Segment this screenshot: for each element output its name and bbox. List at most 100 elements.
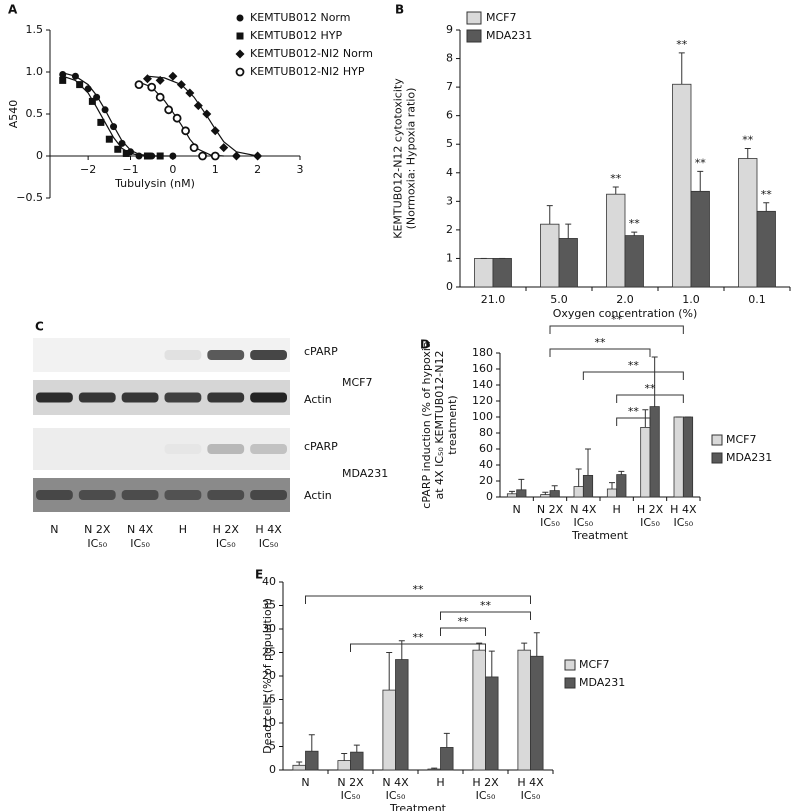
legend-label: KEMTUB012 Norm (250, 11, 350, 24)
blot-band (164, 490, 202, 500)
x-tick-label: IC₅₀ (573, 516, 593, 529)
error-bar (565, 223, 572, 239)
point (88, 97, 96, 105)
legend-swatch (564, 677, 576, 689)
x-tick-label: 5.0 (550, 293, 568, 306)
point (210, 126, 220, 136)
point (189, 143, 199, 153)
fit-curve (138, 81, 224, 157)
x-tick-label: N 4X (570, 503, 597, 516)
lane-label: H 2X (213, 523, 240, 536)
error-bar (341, 753, 348, 761)
point (97, 118, 105, 126)
y-tick-label: 35 (262, 599, 276, 612)
legend-swatch (466, 29, 482, 43)
legend-label: MDA231 (579, 676, 625, 689)
y-tick-label: 40 (479, 458, 493, 471)
error-bar (533, 632, 540, 657)
lane-label: N 2X (84, 523, 111, 536)
y-tick-label: 2 (446, 223, 453, 236)
bar (395, 659, 409, 771)
legend-marker (236, 14, 244, 22)
blot-band (207, 350, 245, 360)
error-bar (542, 491, 549, 495)
x-tick-label: N 2X (337, 776, 364, 789)
point (210, 151, 220, 161)
point (101, 106, 109, 114)
significance-bracket (350, 643, 486, 652)
legend-label: MDA231 (486, 29, 532, 42)
significance-label: ** (611, 313, 623, 326)
error-bar (651, 356, 658, 407)
error-bar (308, 734, 315, 752)
point (169, 152, 177, 160)
significance-label: ** (628, 359, 640, 372)
error-bar (678, 52, 685, 85)
blot-row-label: Actin (304, 489, 332, 502)
bar (540, 494, 551, 498)
error-bar (585, 448, 591, 476)
legend-label: KEMTUB012-NI2 Norm (250, 47, 373, 60)
point (84, 85, 92, 93)
x-tick-label: 0 (169, 163, 176, 176)
legend-label: MDA231 (726, 451, 772, 464)
x-tick-label: 2.0 (616, 293, 634, 306)
point (155, 75, 165, 85)
significance-label: ** (695, 156, 707, 169)
y-axis-label: Dead cells (% of population) (261, 598, 274, 754)
y-tick-label: 80 (479, 426, 493, 439)
point (193, 101, 203, 111)
error-bar (521, 642, 528, 651)
point (59, 71, 67, 79)
x-tick-label: 0.1 (748, 293, 766, 306)
legend-swatch (711, 452, 723, 464)
y-tick-label: 1 (446, 251, 453, 264)
blot-band (250, 444, 287, 454)
y-tick-label: 6 (446, 109, 453, 122)
x-tick-label: N (513, 503, 521, 516)
error-bar (744, 148, 751, 159)
y-tick-label: 8 (446, 52, 453, 65)
significance-label: ** (413, 631, 425, 644)
error-bar (386, 652, 393, 691)
point (202, 109, 212, 119)
point (253, 151, 263, 161)
y-tick-label: 0 (269, 763, 276, 776)
point (168, 71, 178, 81)
x-tick-label: H 4X (517, 776, 544, 789)
point (134, 80, 144, 89)
error-bar (642, 409, 649, 428)
error-bar (575, 468, 582, 487)
y-tick-label: 20 (262, 669, 276, 682)
bar (606, 193, 626, 288)
bar (606, 488, 618, 498)
bar (305, 750, 319, 771)
bar (440, 747, 454, 771)
bar (672, 83, 692, 288)
y-tick-label: 1.5 (26, 23, 44, 36)
bar (582, 474, 594, 498)
significance-bracket (616, 417, 651, 426)
legend-swatch (466, 11, 482, 25)
blot-band (250, 490, 287, 500)
error-bar (296, 761, 303, 766)
cell-line-label: MDA231 (342, 467, 388, 480)
lane-label: IC₅₀ (87, 537, 107, 550)
point (143, 152, 151, 160)
y-axis-label: cPARP induction (% of hypoxia (420, 341, 433, 508)
blot-band (164, 350, 202, 360)
x-tick-label: N 4X (382, 776, 409, 789)
x-tick-label: H 2X (472, 776, 499, 789)
x-tick-label: −2 (80, 163, 96, 176)
bar (517, 649, 531, 771)
bar (382, 689, 396, 771)
y-tick-label: 180 (472, 346, 493, 359)
panel-label: E (255, 568, 263, 582)
blot-band (250, 350, 287, 360)
point (122, 149, 130, 157)
y-tick-label: 140 (472, 378, 493, 391)
x-tick-label: IC₅₀ (640, 516, 660, 529)
x-axis-label: Treatment (389, 802, 447, 811)
blot-band (207, 444, 245, 454)
lane-label: N 4X (127, 523, 154, 536)
